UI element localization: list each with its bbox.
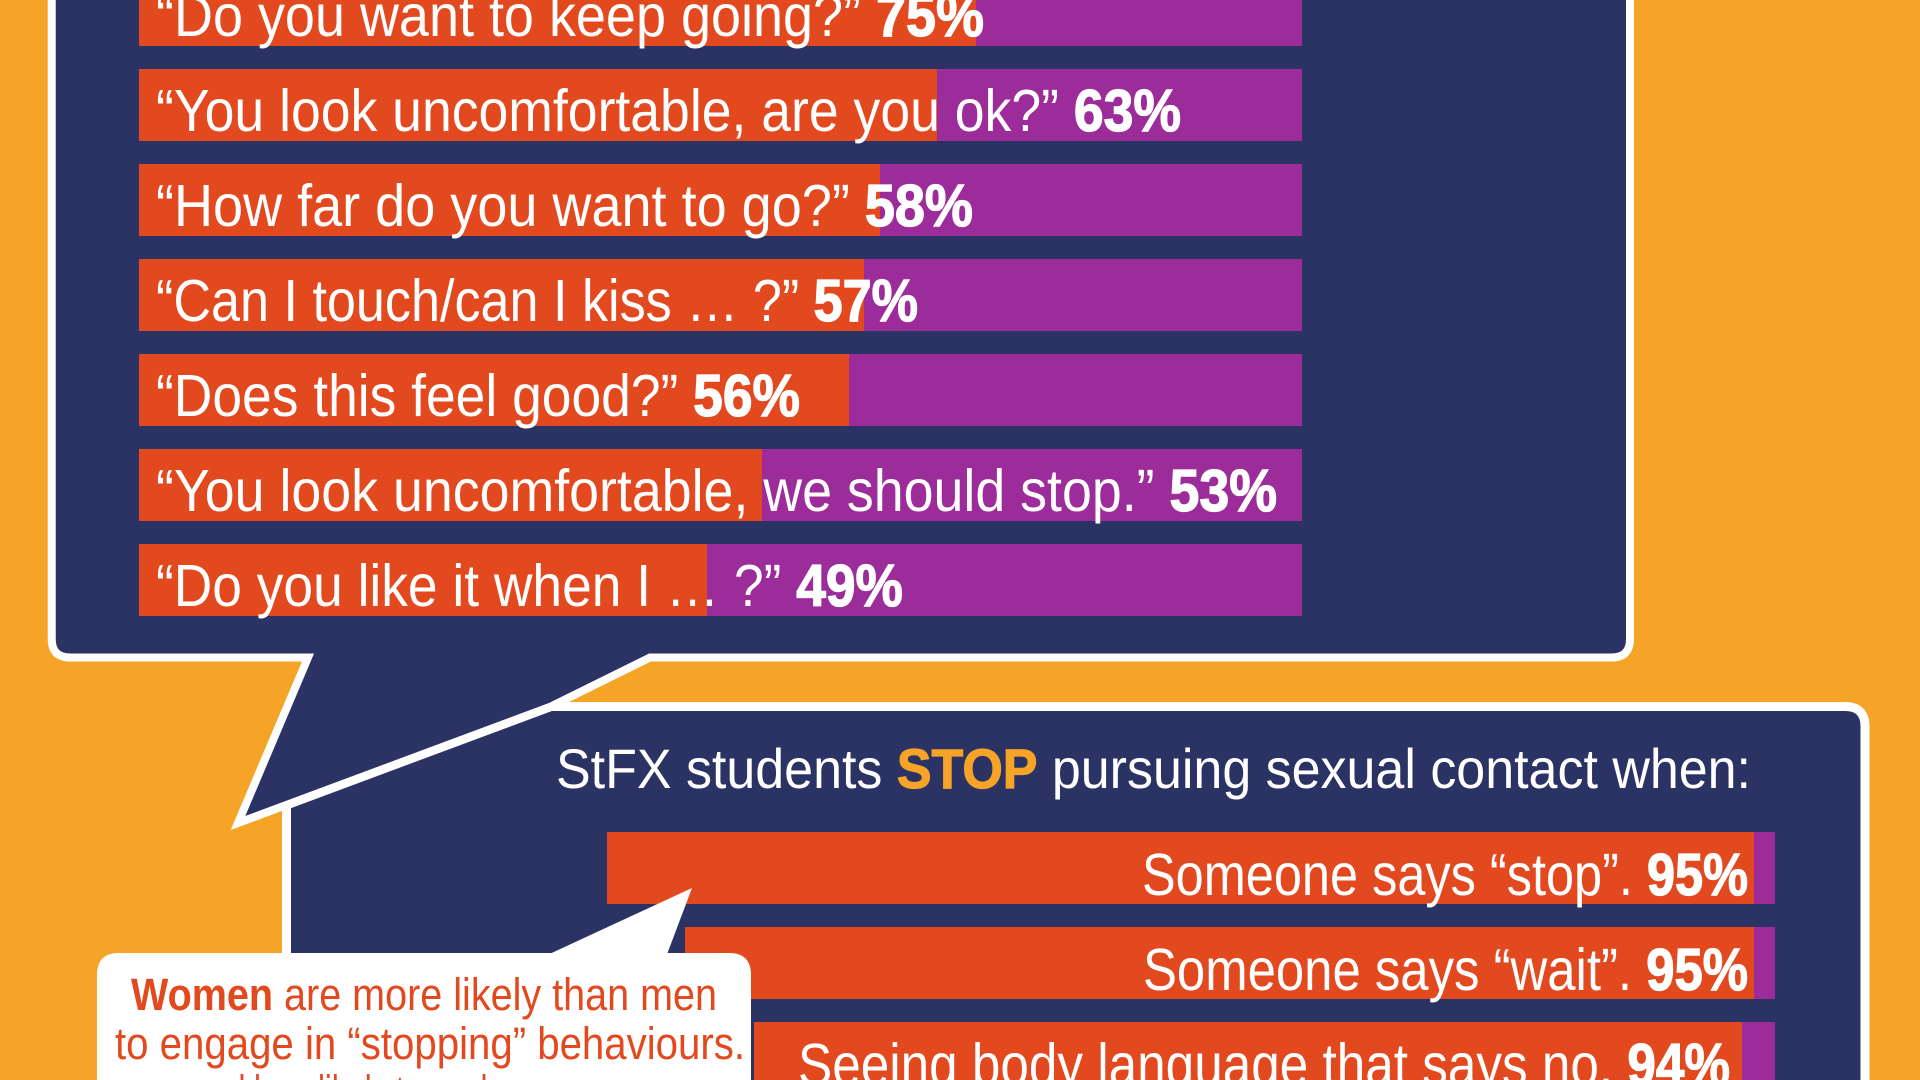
svg-text:“Do you want to keep going?” 7: “Do you want to keep going?” 75%	[156, 0, 984, 49]
svg-text:and less likely to push.: and less likely to push.	[194, 1066, 507, 1080]
svg-text:to engage in “stopping” behavi: to engage in “stopping” behaviours.	[115, 1018, 745, 1069]
svg-text:“Does this feel good?” 56%: “Does this feel good?” 56%	[156, 363, 800, 429]
svg-text:“Can I touch/can I kiss … ?” 5: “Can I touch/can I kiss … ?” 57%	[156, 268, 918, 334]
svg-text:Seeing body language that says: Seeing body language that says no. 94%	[798, 1032, 1730, 1080]
svg-text:Women are more likely than men: Women are more likely than men	[131, 969, 717, 1020]
svg-text:“How far do you want to go?” 5: “How far do you want to go?” 58%	[156, 173, 973, 239]
svg-text:“You look uncomfortable, we sh: “You look uncomfortable, we should stop.…	[156, 458, 1277, 524]
svg-text:“You look uncomfortable, are y: “You look uncomfortable, are you ok?” 63…	[156, 78, 1181, 144]
svg-text:Someone says “wait”. 95%: Someone says “wait”. 95%	[1143, 937, 1748, 1003]
svg-text:Someone says “stop”. 95%: Someone says “stop”. 95%	[1142, 842, 1748, 908]
svg-text:StFX students STOP pursuing se: StFX students STOP pursuing sexual conta…	[556, 737, 1751, 800]
svg-text:“Do you like it when I … ?” 49: “Do you like it when I … ?” 49%	[156, 553, 903, 619]
